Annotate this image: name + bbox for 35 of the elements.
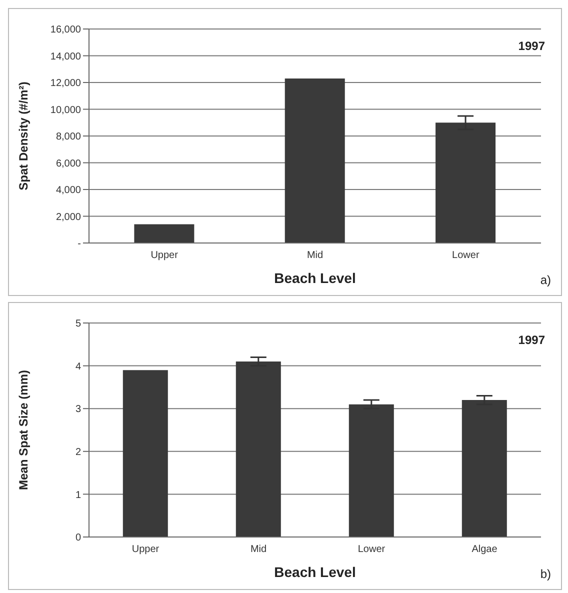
x-tick-label: Mid <box>250 544 267 556</box>
y-tick-label: 1 <box>75 490 82 501</box>
y-tick-label: 3 <box>75 404 82 416</box>
x-axis-title: Beach Level <box>274 564 356 580</box>
bar <box>134 224 194 243</box>
bar <box>122 370 168 537</box>
x-tick-label: Algae <box>472 544 498 556</box>
annotation: 1997 <box>516 333 547 347</box>
y-tick-label: 4 <box>75 361 82 372</box>
y-tick-label: 5 <box>75 318 82 330</box>
y-tick-label: 2 <box>75 446 82 458</box>
y-axis-title: Spat Density (#/m²) <box>16 82 30 190</box>
bar <box>284 78 345 243</box>
y-axis-title: Mean Spat Size (mm) <box>16 370 30 490</box>
x-tick-label: Upper <box>150 250 179 262</box>
text: a) <box>540 273 551 287</box>
y-tick-label: 14,000 <box>50 51 82 62</box>
x-tick-label: Lower <box>358 544 386 556</box>
x-tick-label: Lower <box>452 250 480 262</box>
y-tick-label: 0 <box>75 532 82 544</box>
y-tick-label: 16,000 <box>50 24 82 36</box>
x-axis-title: Beach Level <box>274 270 356 286</box>
y-tick-label: 8,000 <box>56 132 82 143</box>
y-tick-label: 10,000 <box>50 104 82 116</box>
annotation: 1997 <box>516 39 547 53</box>
text: b) <box>540 567 551 581</box>
y-tick-label: 2,000 <box>56 212 82 223</box>
y-tick-label: 12,000 <box>50 78 82 90</box>
y-tick-label: 4,000 <box>56 185 82 196</box>
bar <box>348 404 394 537</box>
bar <box>462 400 507 537</box>
y-tick-label: 6,000 <box>56 158 82 170</box>
x-tick-label: Upper <box>132 544 160 556</box>
y-tick-label: - <box>78 238 81 250</box>
x-tick-label: Mid <box>306 250 324 262</box>
